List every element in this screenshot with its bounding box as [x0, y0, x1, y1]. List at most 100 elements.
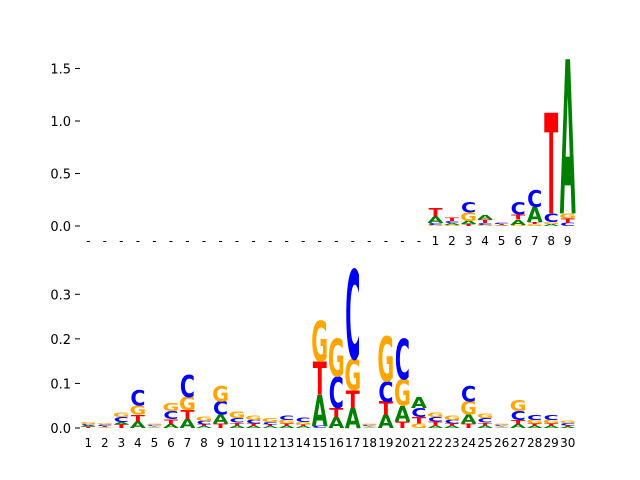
logo-letter-C: C	[81, 424, 96, 426]
svg-text:C: C	[511, 199, 526, 219]
logo-letter-G: G	[328, 329, 345, 389]
logo-letter-A: A	[461, 412, 477, 426]
position-label: 4	[134, 436, 142, 450]
svg-text:G: G	[196, 415, 213, 422]
svg-text:C: C	[478, 417, 493, 424]
y-tick-label: 0.0	[50, 422, 71, 437]
position-label: 16	[329, 436, 344, 450]
logo-letter-T: T	[412, 415, 426, 426]
svg-text:T: T	[313, 353, 327, 406]
logo-letter-G: G	[526, 223, 543, 226]
logo-letter-A: A	[444, 425, 461, 429]
bottom-logo-panel: 0.00.10.20.31 2 3 4 5 6 7 8 9 10 11 12 13 14 15 16 17 18 1…	[50, 246, 576, 450]
svg-text:C: C	[213, 398, 228, 420]
svg-text:G: G	[394, 372, 411, 415]
logo-letter-C: C	[345, 246, 360, 388]
logo-letter-T: T	[180, 408, 195, 422]
svg-text:C: C	[428, 416, 443, 423]
svg-text:C: C	[444, 220, 459, 223]
logo-letter-C: C	[97, 424, 112, 426]
logo-letter-T: T	[280, 423, 294, 427]
y-tick-label: 0.5	[50, 168, 71, 183]
logo-letter-C: C	[263, 421, 278, 425]
position-label: 2	[448, 234, 456, 248]
logo-letter-A: A	[279, 425, 296, 429]
svg-text:G: G	[444, 414, 461, 421]
svg-text:C: C	[444, 419, 459, 425]
svg-text:A: A	[428, 425, 445, 429]
svg-text:A: A	[477, 214, 493, 221]
svg-text:G: G	[80, 422, 97, 425]
logo-letter-C: C	[312, 425, 327, 429]
position-label: -	[351, 234, 355, 248]
svg-text:G: G	[460, 398, 477, 420]
y-tick-label: 0.3	[50, 288, 71, 303]
svg-text:C: C	[114, 416, 129, 425]
logo-letter-G: G	[80, 422, 97, 425]
logo-letter-T: T	[462, 422, 477, 429]
svg-text:G: G	[526, 223, 543, 226]
position-label: 15	[312, 436, 327, 450]
svg-text:G: G	[146, 423, 163, 425]
svg-text:G: G	[311, 309, 328, 374]
svg-text:T: T	[412, 415, 426, 426]
svg-text:A: A	[130, 419, 147, 430]
position-label: 1	[432, 234, 440, 248]
svg-text:A: A	[246, 425, 263, 429]
logo-letter-T: T	[247, 423, 261, 427]
svg-text:A: A	[510, 423, 527, 429]
svg-text:C: C	[263, 421, 278, 425]
svg-text:C: C	[362, 425, 377, 427]
svg-text:C: C	[147, 425, 162, 427]
position-label: 17	[345, 436, 360, 450]
svg-text:C: C	[494, 425, 509, 427]
logo-letter-T: T	[81, 426, 95, 428]
logo-letter-G: G	[377, 325, 394, 396]
logo-letter-T: T	[395, 419, 409, 430]
svg-text:A: A	[279, 425, 296, 429]
logo-letter-T: T	[495, 224, 509, 226]
svg-text:T: T	[197, 424, 211, 427]
logo-letter-A: A	[113, 422, 130, 426]
logo-letter-G: G	[394, 372, 411, 415]
logo-letter-A: A	[527, 425, 544, 429]
logo-letter-C: C	[395, 327, 410, 392]
svg-text:A: A	[180, 416, 196, 430]
logo-letter-A: A	[345, 402, 361, 435]
logo-letter-A: A	[527, 203, 543, 227]
svg-text:C: C	[461, 200, 476, 216]
logo-letter-G: G	[229, 410, 246, 420]
svg-text:G: G	[493, 225, 510, 226]
logo-letter-A: A	[411, 394, 427, 412]
logo-letter-C: C	[180, 370, 195, 405]
position-label: 11	[246, 436, 261, 450]
svg-text:G: G	[344, 351, 361, 401]
logo-letter-T: T	[445, 217, 460, 222]
logo-letter-T: T	[313, 353, 327, 406]
svg-text:G: G	[328, 329, 345, 389]
logo-letter-C: C	[279, 414, 294, 421]
svg-text:A: A	[494, 225, 511, 226]
logo-letter-G: G	[311, 309, 328, 374]
logo-letter-G: G	[427, 411, 444, 418]
logo-letter-T: T	[462, 223, 476, 226]
position-label: 12	[262, 436, 277, 450]
position-label: 28	[527, 436, 542, 450]
position-label: -	[284, 234, 288, 248]
top-logo-panel: 0.00.51.01.5- - - - - - - - - - - - - - - - - - - - -1 2 3 4 5 6 7…	[50, 19, 576, 264]
logo-letter-T: T	[511, 213, 526, 221]
position-label: 6	[514, 234, 522, 248]
logo-letter-A: A	[262, 426, 279, 429]
svg-text:C: C	[544, 413, 559, 422]
svg-text:A: A	[411, 394, 427, 412]
svg-text:T: T	[561, 218, 576, 225]
logo-letter-C: C	[428, 222, 443, 225]
svg-text:A: A	[394, 402, 411, 426]
logo-letter-G: G	[543, 419, 560, 425]
svg-text:C: C	[378, 375, 393, 408]
logo-letter-G: G	[262, 417, 279, 423]
svg-text:A: A	[527, 203, 543, 227]
position-label: 5	[498, 234, 506, 248]
svg-text:T: T	[98, 425, 112, 427]
logo-letter-A: A	[295, 426, 312, 429]
